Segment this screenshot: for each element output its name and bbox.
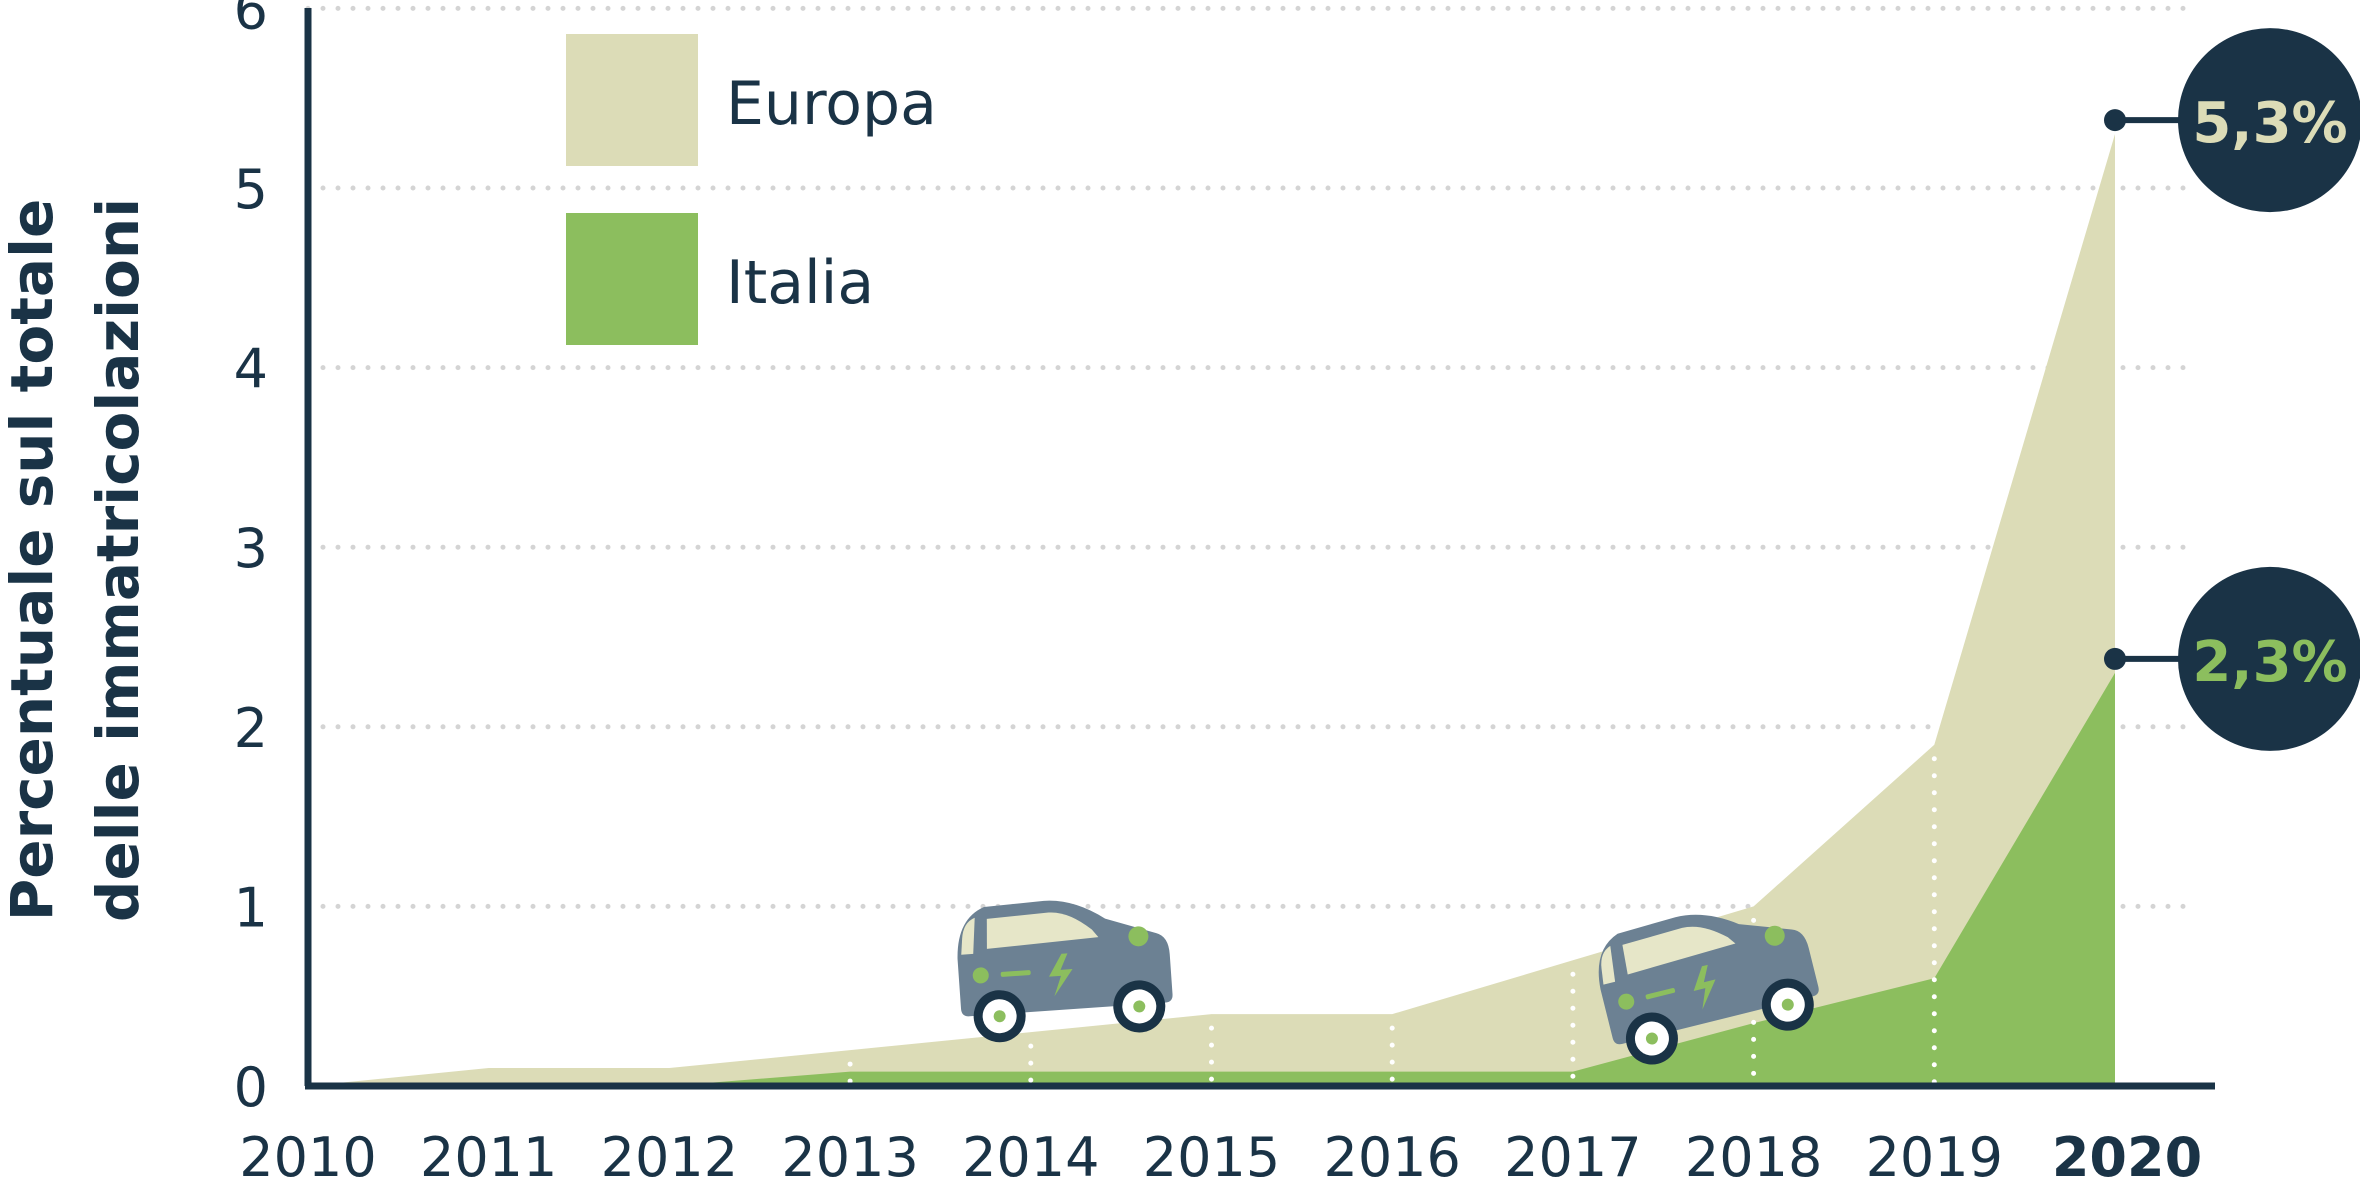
y-tick-5: 5	[234, 158, 268, 221]
x-tick-2016: 2016	[1323, 1126, 1460, 1188]
x-tick-2010: 2010	[239, 1126, 376, 1188]
legend-swatch-europa	[566, 34, 698, 166]
car-stripe	[1645, 988, 1676, 1000]
x-tick-2017: 2017	[1504, 1126, 1641, 1188]
y-tick-6: 6	[234, 0, 268, 41]
x-tick-2014: 2014	[962, 1126, 1099, 1188]
x-tick-2011: 2011	[420, 1126, 557, 1188]
badge-value-italia: 2,3%	[2192, 630, 2347, 695]
car-hub-1	[1645, 1032, 1658, 1045]
car-plug-icon	[1618, 993, 1635, 1010]
badge-value-europa: 5,3%	[2192, 91, 2347, 156]
car-window	[1622, 926, 1736, 975]
legend-label-italia: Italia	[726, 248, 874, 318]
year-guide-lines	[847, 756, 1937, 1085]
series-areas	[308, 134, 2115, 1086]
y-axis-title-line-2: delle immatricolazioni	[84, 198, 152, 922]
lightning-icon	[1049, 953, 1073, 997]
car-headlight	[1128, 926, 1149, 947]
car-hub-2	[1781, 998, 1794, 1011]
badge-dot-europa	[2104, 109, 2126, 132]
y-tick-1: 1	[234, 876, 268, 939]
car-headlight	[1764, 925, 1785, 946]
car-plug-icon	[972, 967, 989, 984]
car-hub-1	[993, 1010, 1006, 1023]
y-tick-2: 2	[234, 697, 268, 760]
y-axis-title-line-1: Percentuale sul totale	[0, 199, 66, 922]
car-decorations	[957, 900, 1819, 1065]
x-tick-2015: 2015	[1143, 1126, 1280, 1188]
end-value-badges: 5,3% 2,3%	[2104, 28, 2360, 751]
y-axis-title: Percentuale sul totale delle immatricola…	[0, 198, 152, 922]
car-stripe	[1000, 970, 1031, 977]
car-hub-2	[1133, 1000, 1146, 1013]
badge-circle-italia	[2178, 566, 2360, 751]
badge-dot-italia	[2104, 647, 2126, 670]
x-tick-2019: 2019	[1866, 1126, 2003, 1188]
badge-circle-europa	[2178, 28, 2360, 213]
electric-car-icon	[1598, 914, 1819, 1065]
x-tick-2012: 2012	[601, 1126, 738, 1188]
y-tick-4: 4	[234, 338, 268, 401]
x-tick-2013: 2013	[781, 1126, 918, 1188]
car-rear-window	[1601, 945, 1616, 985]
legend: Europa Italia	[566, 34, 937, 345]
y-tick-0: 0	[234, 1056, 268, 1119]
x-tick-labels: 2010 2011 2012 2013 2014 2015 2016 2017 2018 2019…	[239, 1126, 2202, 1188]
electric-car-icon	[957, 900, 1173, 1043]
x-tick-2018: 2018	[1685, 1126, 1822, 1188]
area-italia	[308, 672, 2115, 1086]
x-tick-2020: 2020	[2052, 1126, 2202, 1188]
car-rear-window	[961, 917, 975, 955]
legend-swatch-italia	[566, 213, 698, 345]
legend-label-europa: Europa	[726, 69, 937, 139]
y-tick-labels: 0 1 2 3 4 5 6	[234, 0, 268, 1119]
y-tick-3: 3	[234, 517, 268, 580]
car-window	[986, 912, 1099, 949]
lightning-icon	[1693, 964, 1716, 1010]
axes	[304, 8, 2215, 1090]
